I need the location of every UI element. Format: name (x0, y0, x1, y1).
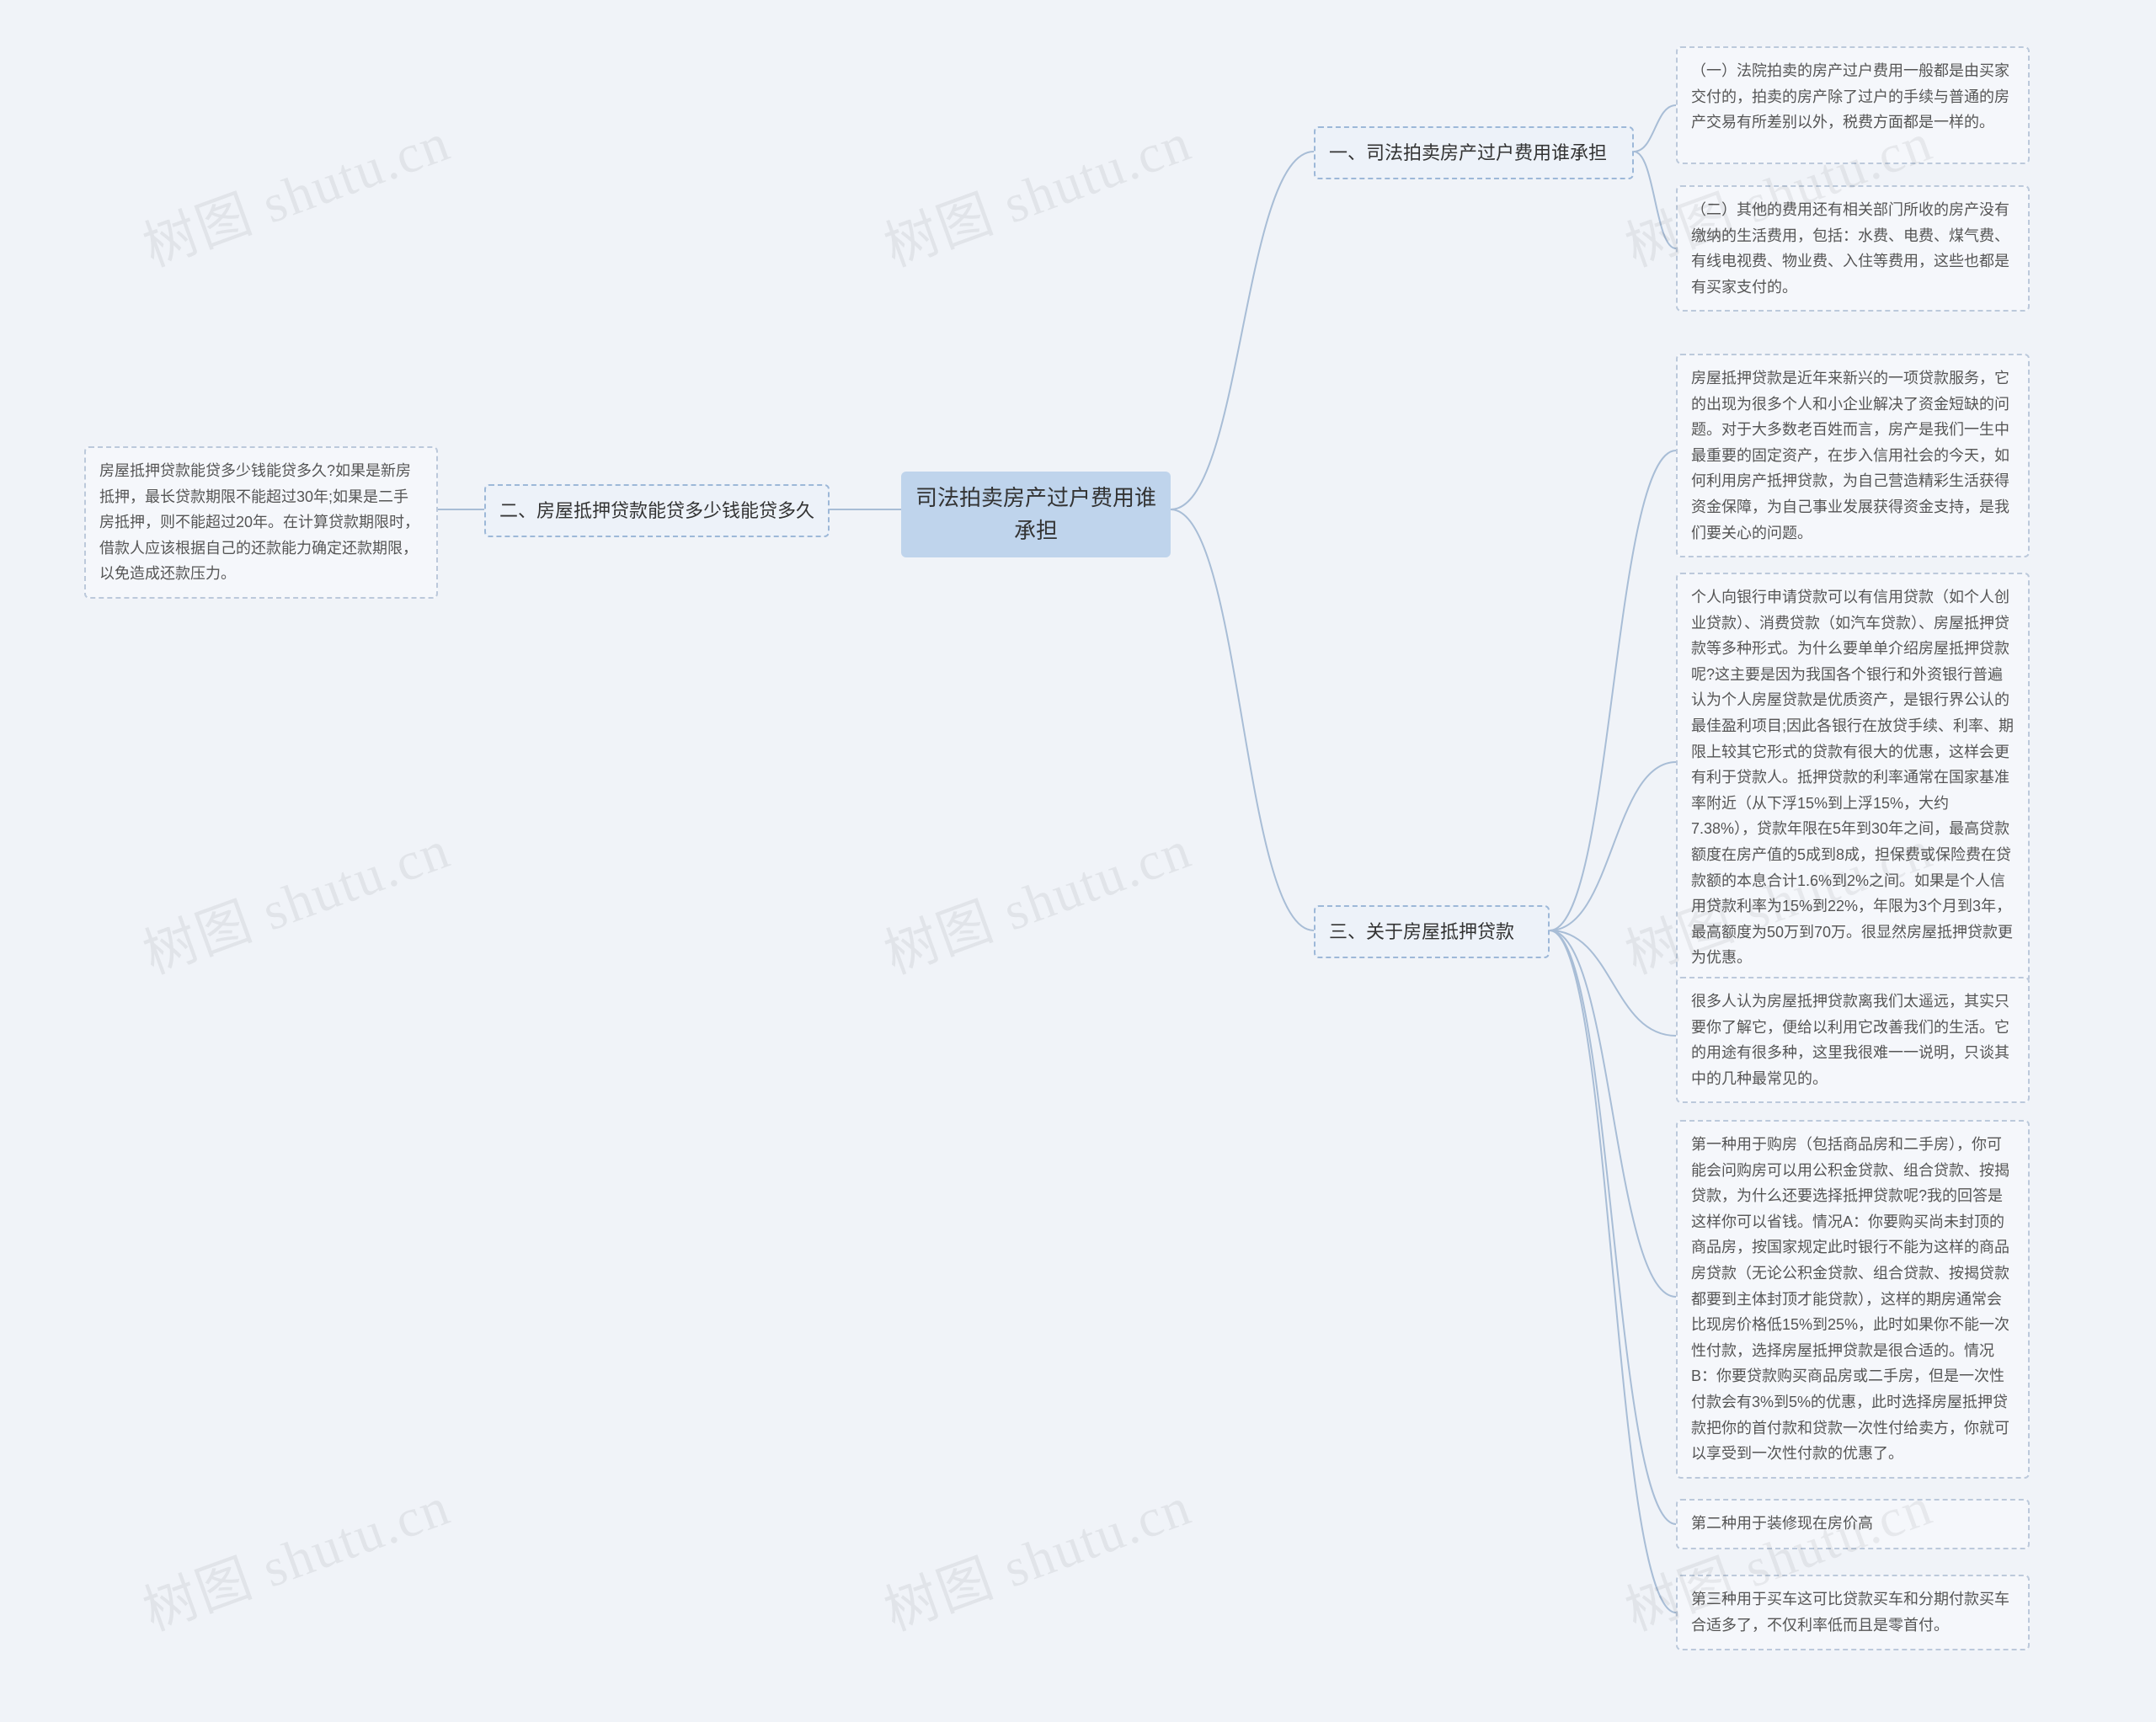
leaf-text: 第三种用于买车这可比贷款买车和分期付款买车合适多了，不仅利率低而且是零首付。 (1691, 1591, 2009, 1634)
leaf-text: （二）其他的费用还有相关部门所收的房产没有缴纳的生活费用，包括：水费、电费、煤气… (1691, 201, 2009, 296)
leaf-node[interactable]: 房屋抵押贷款能贷多少钱能贷多久?如果是新房抵押，最长贷款期限不能超过30年;如果… (84, 446, 438, 599)
watermark: 树图 shutu.cn (131, 807, 460, 989)
leaf-text: 第二种用于装修现在房价高 (1691, 1515, 1873, 1532)
branch-node-3[interactable]: 三、关于房屋抵押贷款 (1314, 905, 1550, 958)
watermark: 树图 shutu.cn (131, 1463, 460, 1646)
branch-1-label: 一、司法拍卖房产过户费用谁承担 (1329, 138, 1607, 168)
leaf-node[interactable]: 第三种用于买车这可比贷款买车和分期付款买车合适多了，不仅利率低而且是零首付。 (1676, 1575, 2030, 1650)
leaf-node[interactable]: 第二种用于装修现在房价高 (1676, 1499, 2030, 1549)
leaf-node[interactable]: （一）法院拍卖的房产过户费用一般都是由买家交付的，拍卖的房产除了过户的手续与普通… (1676, 46, 2030, 164)
watermark: 树图 shutu.cn (873, 807, 1201, 989)
watermark: 树图 shutu.cn (873, 99, 1201, 282)
leaf-text: 个人向银行申请贷款可以有信用贷款（如个人创业贷款）、消费贷款（如汽车贷款）、房屋… (1691, 589, 2014, 966)
leaf-node[interactable]: （二）其他的费用还有相关部门所收的房产没有缴纳的生活费用，包括：水费、电费、煤气… (1676, 185, 2030, 312)
watermark: 树图 shutu.cn (131, 99, 460, 282)
leaf-text: 第一种用于购房（包括商品房和二手房），你可能会问购房可以用公积金贷款、组合贷款、… (1691, 1136, 2009, 1462)
leaf-text: 房屋抵押贷款能贷多少钱能贷多久?如果是新房抵押，最长贷款期限不能超过30年;如果… (99, 462, 419, 582)
branch-3-label: 三、关于房屋抵押贷款 (1329, 917, 1514, 946)
branch-2-label: 二、房屋抵押贷款能贷多少钱能贷多久 (499, 496, 814, 525)
leaf-node[interactable]: 第一种用于购房（包括商品房和二手房），你可能会问购房可以用公积金贷款、组合贷款、… (1676, 1120, 2030, 1479)
branch-node-2[interactable]: 二、房屋抵押贷款能贷多少钱能贷多久 (484, 484, 830, 537)
leaf-node[interactable]: 房屋抵押贷款是近年来新兴的一项贷款服务，它的出现为很多个人和小企业解决了资金短缺… (1676, 354, 2030, 557)
branch-node-1[interactable]: 一、司法拍卖房产过户费用谁承担 (1314, 126, 1634, 179)
root-label: 司法拍卖房产过户费用谁承担 (915, 482, 1157, 547)
leaf-node[interactable]: 很多人认为房屋抵押贷款离我们太遥远，其实只要你了解它，便给以利用它改善我们的生活… (1676, 977, 2030, 1103)
leaf-text: （一）法院拍卖的房产过户费用一般都是由买家交付的，拍卖的房产除了过户的手续与普通… (1691, 62, 2009, 131)
leaf-text: 房屋抵押贷款是近年来新兴的一项贷款服务，它的出现为很多个人和小企业解决了资金短缺… (1691, 370, 2009, 541)
mindmap-canvas: 司法拍卖房产过户费用谁承担 一、司法拍卖房产过户费用谁承担 （一）法院拍卖的房产… (0, 0, 2156, 1722)
leaf-text: 很多人认为房屋抵押贷款离我们太遥远，其实只要你了解它，便给以利用它改善我们的生活… (1691, 993, 2009, 1087)
leaf-node[interactable]: 个人向银行申请贷款可以有信用贷款（如个人创业贷款）、消费贷款（如汽车贷款）、房屋… (1676, 573, 2030, 983)
watermark: 树图 shutu.cn (873, 1463, 1201, 1646)
root-node[interactable]: 司法拍卖房产过户费用谁承担 (901, 472, 1171, 557)
